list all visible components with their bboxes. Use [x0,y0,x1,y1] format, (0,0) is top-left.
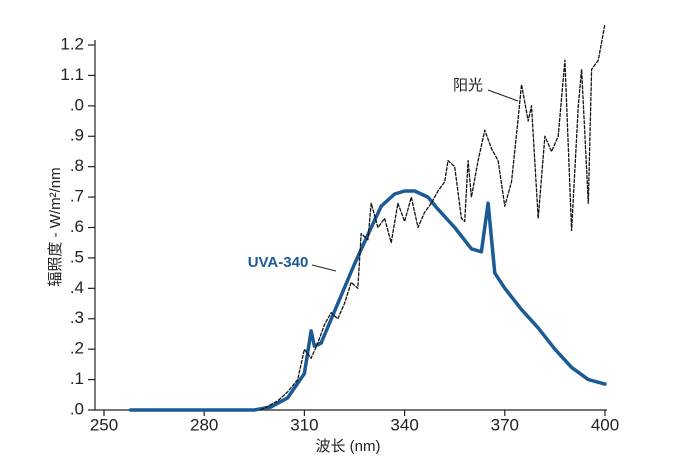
y-tick-label: .2 [70,339,84,358]
y-axis-label: 辐照度 - W/m²/nm [47,167,64,286]
x-axis-label: 波长 (nm) [316,438,381,455]
y-tick-label: .9 [70,126,84,145]
x-tick-label: 250 [90,415,118,434]
y-tick-label: .3 [70,308,84,327]
uva-line [128,189,607,412]
x-tick-label: 310 [290,415,318,434]
y-tick-label: .5 [70,247,84,266]
leader-line [311,264,337,272]
y-tick-label: .6 [70,217,84,236]
y-tick-label: .4 [70,278,84,297]
x-tick-label: 280 [190,415,218,434]
y-tick-label: 1.2 [60,34,84,53]
y-tick-label: .0 [70,399,84,418]
x-tick-label: 400 [591,415,619,434]
series-label: 阳光 [453,77,483,94]
y-tick-label: .8 [70,156,84,175]
sunlight-line [260,23,606,411]
y-tick-label: .1 [70,369,84,388]
x-tick-label: 370 [491,415,519,434]
series-label: UVA-340 [248,254,309,271]
x-tick-label: 340 [390,415,418,434]
leader-line [487,89,519,102]
y-tick-label: 1.1 [60,65,84,84]
y-tick-label: .7 [70,187,84,206]
y-tick-label: .0 [70,95,84,114]
